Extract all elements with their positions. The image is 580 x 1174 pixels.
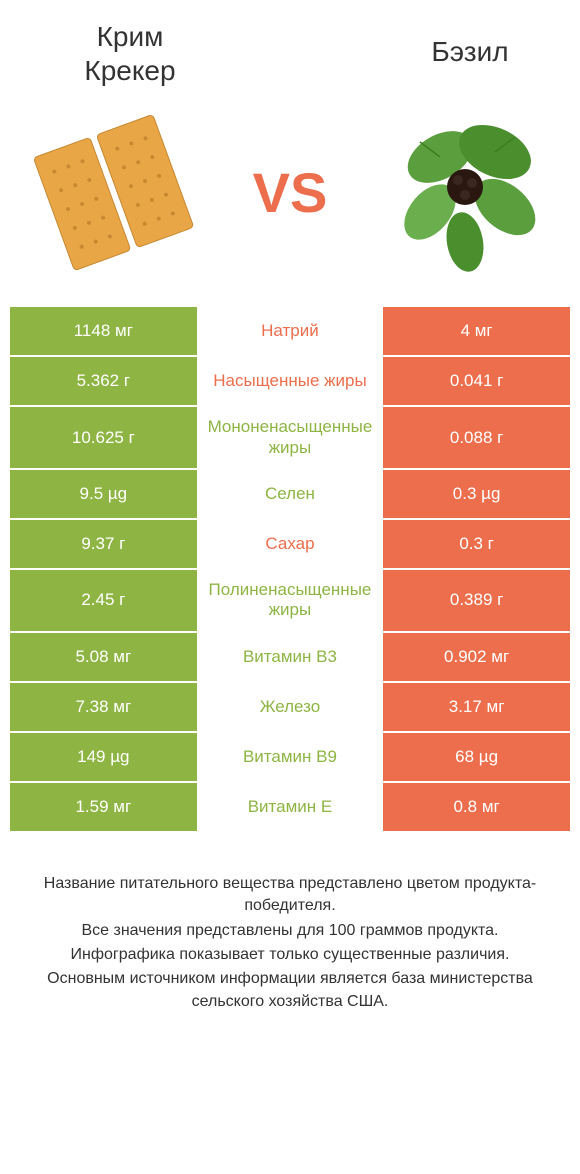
left-value: 7.38 мг: [10, 683, 197, 731]
right-value: 0.088 г: [383, 407, 570, 468]
cracker-image: [30, 107, 200, 277]
left-value: 5.362 г: [10, 357, 197, 405]
nutrient-label: Витамин B9: [197, 733, 384, 781]
right-value: 3.17 мг: [383, 683, 570, 731]
table-row: 5.362 гНасыщенные жиры0.041 г: [10, 357, 570, 407]
right-value: 0.389 г: [383, 570, 570, 631]
right-value: 0.902 мг: [383, 633, 570, 681]
footer-line-1: Название питательного вещества представл…: [30, 873, 550, 918]
right-value: 4 мг: [383, 307, 570, 355]
right-value: 0.3 г: [383, 520, 570, 568]
table-row: 9.5 µgСелен0.3 µg: [10, 470, 570, 520]
left-value: 10.625 г: [10, 407, 197, 468]
table-row: 2.45 гПолиненасыщенные жиры0.389 г: [10, 570, 570, 633]
nutrient-label: Натрий: [197, 307, 384, 355]
left-product-title: Крим Крекер: [40, 20, 220, 87]
footer-line-2: Все значения представлены для 100 граммо…: [30, 920, 550, 942]
table-row: 5.08 мгВитамин B30.902 мг: [10, 633, 570, 683]
nutrient-label: Селен: [197, 470, 384, 518]
table-row: 1.59 мгВитамин E0.8 мг: [10, 783, 570, 833]
right-value: 0.041 г: [383, 357, 570, 405]
table-row: 9.37 гСахар0.3 г: [10, 520, 570, 570]
right-value: 0.3 µg: [383, 470, 570, 518]
vs-label: VS: [253, 160, 328, 225]
basil-image: [380, 107, 550, 277]
header-row: Крим Крекер Бэзил: [10, 20, 570, 87]
nutrient-label: Железо: [197, 683, 384, 731]
comparison-table: 1148 мгНатрий4 мг5.362 гНасыщенные жиры0…: [10, 307, 570, 833]
table-row: 10.625 гМононенасыщенные жиры0.088 г: [10, 407, 570, 470]
nutrient-label: Мононенасыщенные жиры: [197, 407, 384, 468]
left-value: 5.08 мг: [10, 633, 197, 681]
infographic-container: Крим Крекер Бэзил: [0, 0, 580, 1055]
nutrient-label: Насыщенные жиры: [197, 357, 384, 405]
left-value: 1.59 мг: [10, 783, 197, 831]
nutrient-label: Сахар: [197, 520, 384, 568]
nutrient-label: Полиненасыщенные жиры: [197, 570, 384, 631]
nutrient-label: Витамин B3: [197, 633, 384, 681]
footer-notes: Название питательного вещества представл…: [10, 833, 570, 1035]
left-value: 149 µg: [10, 733, 197, 781]
left-value: 2.45 г: [10, 570, 197, 631]
right-product-title: Бэзил: [400, 20, 540, 69]
table-row: 149 µgВитамин B968 µg: [10, 733, 570, 783]
left-value: 9.5 µg: [10, 470, 197, 518]
left-value: 9.37 г: [10, 520, 197, 568]
right-value: 0.8 мг: [383, 783, 570, 831]
left-value: 1148 мг: [10, 307, 197, 355]
footer-line-4: Основным источником информации является …: [30, 968, 550, 1013]
footer-line-3: Инфографика показывает только существенн…: [30, 944, 550, 966]
right-value: 68 µg: [383, 733, 570, 781]
table-row: 1148 мгНатрий4 мг: [10, 307, 570, 357]
images-row: VS: [10, 107, 570, 277]
nutrient-label: Витамин E: [197, 783, 384, 831]
table-row: 7.38 мгЖелезо3.17 мг: [10, 683, 570, 733]
